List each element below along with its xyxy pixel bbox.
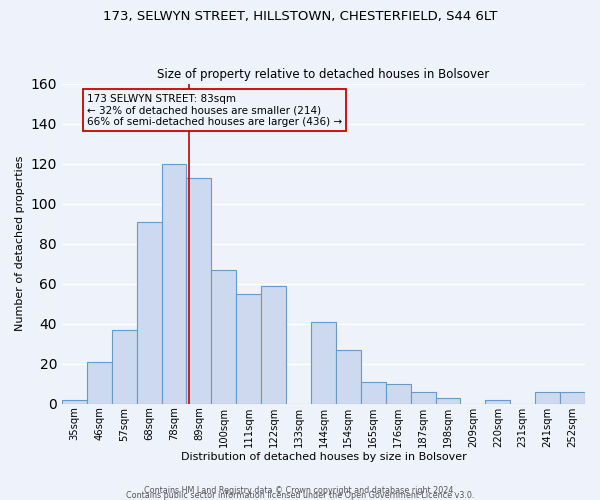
Bar xyxy=(236,294,261,404)
Text: 173 SELWYN STREET: 83sqm
← 32% of detached houses are smaller (214)
66% of semi-: 173 SELWYN STREET: 83sqm ← 32% of detach… xyxy=(87,94,342,127)
Bar xyxy=(62,400,87,404)
Y-axis label: Number of detached properties: Number of detached properties xyxy=(15,156,25,332)
Bar xyxy=(112,330,137,404)
Bar xyxy=(485,400,510,404)
Bar xyxy=(560,392,585,404)
Bar xyxy=(410,392,436,404)
Bar xyxy=(161,164,187,404)
Text: 173, SELWYN STREET, HILLSTOWN, CHESTERFIELD, S44 6LT: 173, SELWYN STREET, HILLSTOWN, CHESTERFI… xyxy=(103,10,497,23)
Bar xyxy=(361,382,386,404)
Bar xyxy=(187,178,211,404)
Bar xyxy=(137,222,161,404)
Title: Size of property relative to detached houses in Bolsover: Size of property relative to detached ho… xyxy=(157,68,490,81)
Bar xyxy=(336,350,361,404)
Bar xyxy=(211,270,236,404)
Bar xyxy=(87,362,112,404)
Text: Contains public sector information licensed under the Open Government Licence v3: Contains public sector information licen… xyxy=(126,491,474,500)
Bar xyxy=(386,384,410,404)
Bar xyxy=(535,392,560,404)
Bar xyxy=(311,322,336,404)
Text: Contains HM Land Registry data © Crown copyright and database right 2024.: Contains HM Land Registry data © Crown c… xyxy=(144,486,456,495)
X-axis label: Distribution of detached houses by size in Bolsover: Distribution of detached houses by size … xyxy=(181,452,466,462)
Bar xyxy=(436,398,460,404)
Bar xyxy=(261,286,286,404)
